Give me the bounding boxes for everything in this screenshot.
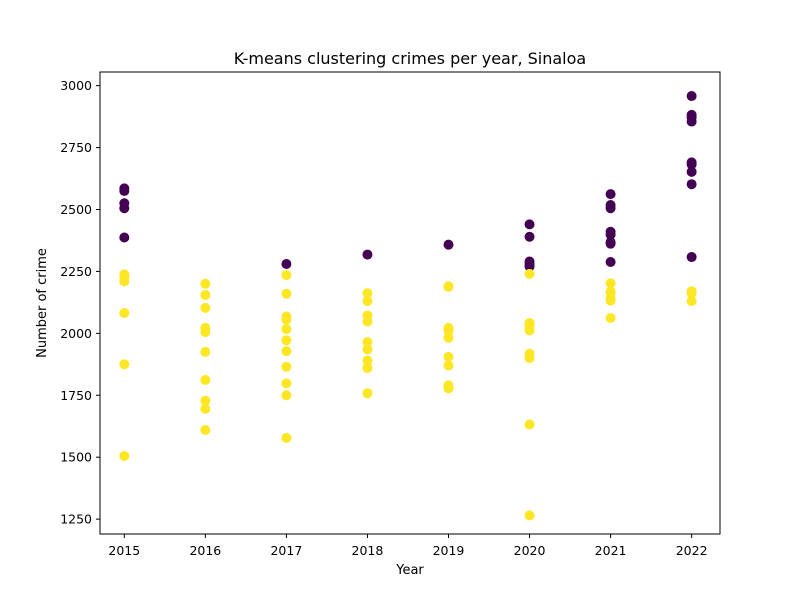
x-tick-label: 2022 — [676, 543, 708, 558]
data-point — [200, 302, 211, 313]
points-layer — [119, 91, 697, 521]
x-tick-label: 2021 — [595, 543, 627, 558]
data-point — [605, 257, 616, 267]
data-point — [119, 185, 130, 196]
data-point — [119, 308, 130, 319]
data-point — [362, 296, 373, 307]
data-point — [686, 116, 697, 127]
data-point — [605, 238, 616, 249]
data-point — [362, 363, 373, 374]
y-tick-label: 3000 — [60, 78, 92, 93]
data-point — [524, 231, 535, 242]
data-point — [200, 403, 211, 414]
data-point — [443, 351, 454, 362]
data-point — [362, 316, 373, 327]
data-point — [524, 219, 535, 230]
y-tick-label: 2500 — [60, 202, 92, 217]
data-point — [200, 374, 211, 385]
y-axis-label: Number of crime — [35, 248, 50, 358]
y-tick-label: 2750 — [60, 140, 92, 155]
chart-title: K-means clustering crimes per year, Sina… — [234, 49, 586, 68]
x-tick-label: 2017 — [270, 543, 302, 558]
data-point — [200, 395, 211, 406]
data-point — [443, 332, 454, 343]
data-point — [281, 378, 292, 389]
data-point — [686, 288, 697, 299]
data-point — [362, 355, 373, 366]
y-tick-label: 2000 — [60, 326, 92, 341]
data-point — [443, 383, 454, 394]
x-tick-label: 2018 — [352, 543, 384, 558]
data-point — [362, 249, 373, 260]
data-point — [119, 450, 130, 461]
data-point — [281, 432, 292, 443]
x-tick-label: 2019 — [433, 543, 465, 558]
data-point — [605, 229, 616, 240]
data-point — [686, 91, 697, 102]
data-point — [362, 337, 373, 348]
data-point — [443, 360, 454, 371]
plot-frame — [99, 71, 721, 535]
data-point — [686, 179, 697, 190]
data-point — [443, 325, 454, 336]
y-tick-label: 1500 — [60, 450, 92, 465]
data-point — [686, 296, 697, 307]
data-point — [119, 203, 130, 214]
data-point — [362, 288, 373, 299]
data-point — [281, 346, 292, 357]
x-tick-label: 2016 — [189, 543, 221, 558]
data-point — [524, 510, 535, 521]
data-point — [362, 388, 373, 399]
x-axis-label: Year — [395, 563, 424, 578]
data-point — [524, 419, 535, 430]
data-point — [605, 278, 616, 289]
data-point — [281, 335, 292, 346]
data-point — [362, 344, 373, 355]
data-point — [200, 278, 211, 289]
x-axis: 2015 2016 2017 2018 2019 2020 2021 2022 — [108, 534, 708, 558]
data-point — [200, 327, 211, 338]
data-point — [119, 359, 130, 370]
data-point — [524, 325, 535, 336]
data-point — [686, 159, 697, 170]
data-point — [524, 353, 535, 364]
data-point — [605, 295, 616, 306]
data-point — [281, 361, 292, 372]
y-tick-label: 2250 — [60, 264, 92, 279]
data-point — [443, 281, 454, 292]
data-point — [119, 232, 130, 243]
data-point — [524, 261, 535, 272]
data-point — [281, 270, 292, 281]
data-point — [200, 289, 211, 300]
data-point — [119, 276, 130, 287]
data-point — [605, 203, 616, 214]
y-axis: 1250 1500 1750 2000 2250 2500 2750 3000 — [60, 78, 100, 527]
data-point — [281, 258, 292, 269]
data-point — [605, 312, 616, 323]
data-point — [605, 189, 616, 200]
data-point — [281, 390, 292, 401]
data-point — [686, 252, 697, 263]
x-tick-label: 2015 — [108, 543, 140, 558]
data-point — [281, 324, 292, 335]
x-tick-label: 2020 — [514, 543, 546, 558]
data-point — [281, 288, 292, 299]
data-point — [200, 424, 211, 435]
y-tick-label: 1250 — [60, 512, 92, 527]
data-point — [524, 268, 535, 279]
data-point — [200, 346, 211, 357]
data-point — [443, 239, 454, 250]
y-tick-label: 1750 — [60, 388, 92, 403]
data-point — [686, 166, 697, 177]
data-point — [281, 314, 292, 325]
